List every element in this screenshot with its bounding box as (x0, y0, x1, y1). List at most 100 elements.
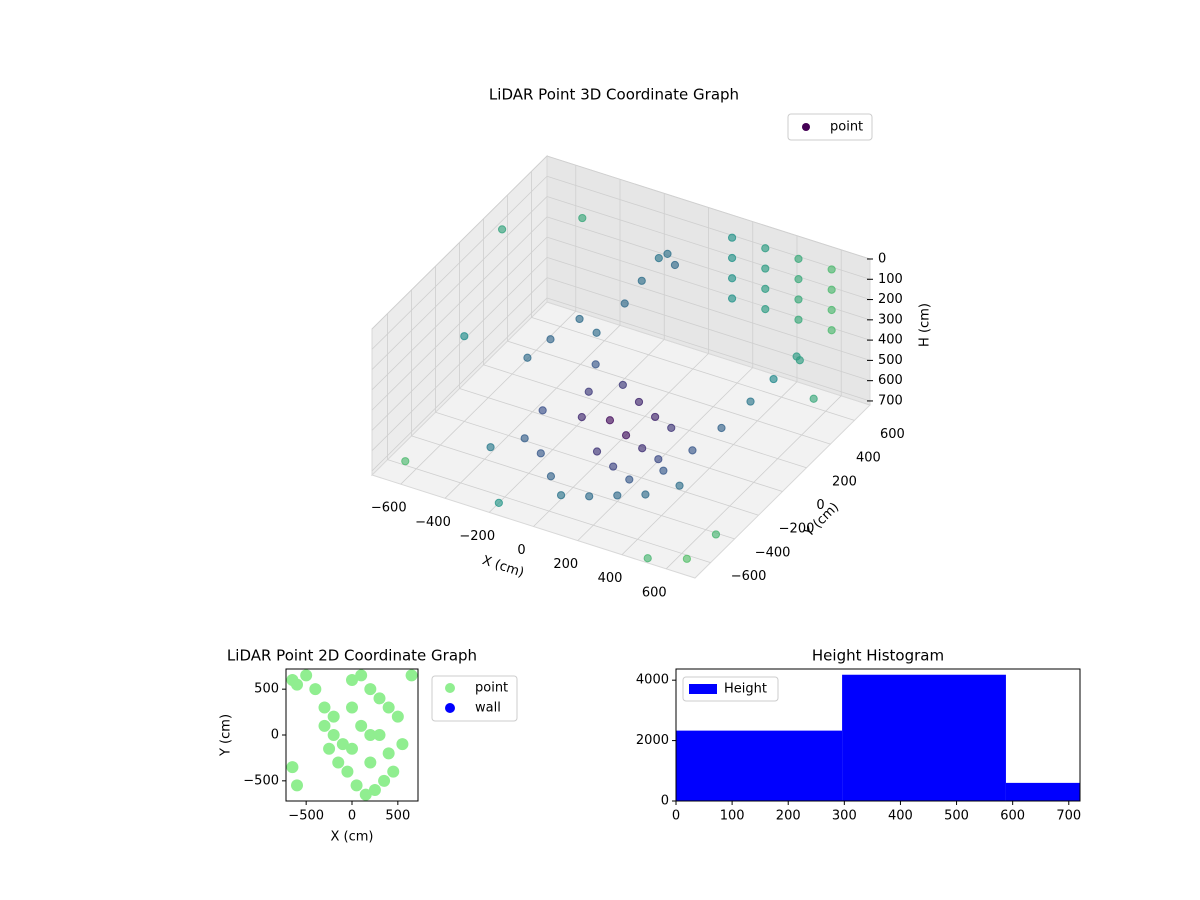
point (592, 328, 601, 337)
grid-line (546, 277, 871, 382)
bar (842, 674, 1006, 801)
point (609, 462, 618, 471)
point (520, 434, 529, 443)
grid-line (371, 196, 548, 370)
point (592, 447, 602, 456)
y-tick-label: 0 (271, 728, 279, 743)
point (497, 225, 507, 234)
y-tick-label: 600 (880, 427, 905, 442)
point (711, 530, 721, 539)
point (387, 765, 400, 778)
point (575, 314, 584, 324)
point (670, 260, 680, 270)
x-tick-label: 200 (553, 557, 578, 572)
point (769, 374, 778, 384)
point (382, 747, 395, 760)
grid-line (371, 216, 548, 391)
x-tick-label: 500 (385, 809, 410, 824)
point (746, 397, 755, 406)
z-tick-label: 500 (878, 353, 903, 368)
grid-line (371, 277, 548, 451)
grid-line (387, 459, 711, 563)
x-tick-label: 600 (642, 585, 667, 600)
z-tick-label: 200 (878, 292, 903, 307)
point (727, 253, 737, 263)
x-axis-label: X (cm) (331, 830, 374, 845)
x-tick-label: 100 (720, 809, 745, 824)
x-tick-label: −400 (415, 515, 451, 530)
y-tick-label: 0 (661, 794, 669, 809)
point (346, 674, 358, 686)
legend-label: point (475, 681, 508, 696)
point (634, 397, 644, 407)
point (659, 466, 668, 475)
point (318, 701, 331, 714)
point (727, 294, 737, 303)
x-tick-label: 0 (348, 809, 356, 824)
z-tick-label: 700 (878, 393, 903, 408)
point (682, 554, 691, 563)
grid-line (546, 236, 871, 341)
x-tick-label: −200 (459, 529, 495, 544)
grid-line (371, 175, 548, 350)
chart-title: LiDAR Point 3D Coordinate Graph (489, 86, 739, 104)
grid-line (371, 155, 548, 330)
point (641, 490, 650, 499)
point (346, 701, 358, 714)
point (585, 492, 594, 501)
point (827, 326, 836, 335)
point (761, 305, 770, 314)
point (794, 254, 803, 263)
z-tick-label: 400 (878, 333, 903, 348)
point (667, 423, 676, 433)
z-tick-label: 600 (878, 373, 903, 388)
x-tick-label: 600 (1000, 809, 1025, 824)
point (651, 412, 660, 422)
point (654, 455, 663, 464)
x-tick-label: 200 (776, 809, 801, 824)
y-tick-label: 400 (856, 451, 881, 466)
grid-line (546, 196, 871, 300)
point (688, 446, 697, 455)
point (621, 431, 631, 440)
point (401, 457, 410, 466)
point (795, 356, 804, 365)
grid-line (507, 340, 831, 445)
legend-label: wall (475, 701, 501, 716)
x-tick-label: 700 (1056, 809, 1081, 824)
x-tick-label: 500 (944, 809, 969, 824)
point (332, 756, 345, 769)
point (794, 295, 803, 304)
legend-box (682, 676, 779, 702)
x-tick-label: 0 (517, 543, 525, 558)
point (405, 669, 418, 682)
y-tick-label: 200 (832, 474, 857, 489)
x-tick-label: 400 (598, 571, 623, 586)
legend-box (787, 113, 873, 141)
grid-line (435, 411, 759, 516)
y-tick-label: 500 (254, 682, 279, 697)
y-tick-label: −600 (731, 569, 767, 584)
grid-line (546, 257, 871, 361)
point (460, 332, 469, 341)
point (355, 719, 368, 732)
grid-line (459, 388, 783, 492)
point (761, 264, 770, 273)
y-tick-label: −500 (243, 773, 279, 788)
point (809, 394, 818, 403)
point (359, 788, 372, 801)
point (327, 710, 340, 723)
point (546, 335, 555, 344)
point (717, 423, 726, 433)
z-tick-label: 300 (878, 312, 903, 327)
legend-marker (445, 703, 455, 713)
bar (676, 730, 843, 801)
z-axis-label: H (cm) (918, 303, 933, 347)
point (827, 305, 836, 315)
point (578, 213, 587, 223)
grid-line (371, 297, 548, 472)
grid-line (371, 236, 548, 411)
point (643, 554, 652, 563)
grid-line (483, 364, 807, 469)
